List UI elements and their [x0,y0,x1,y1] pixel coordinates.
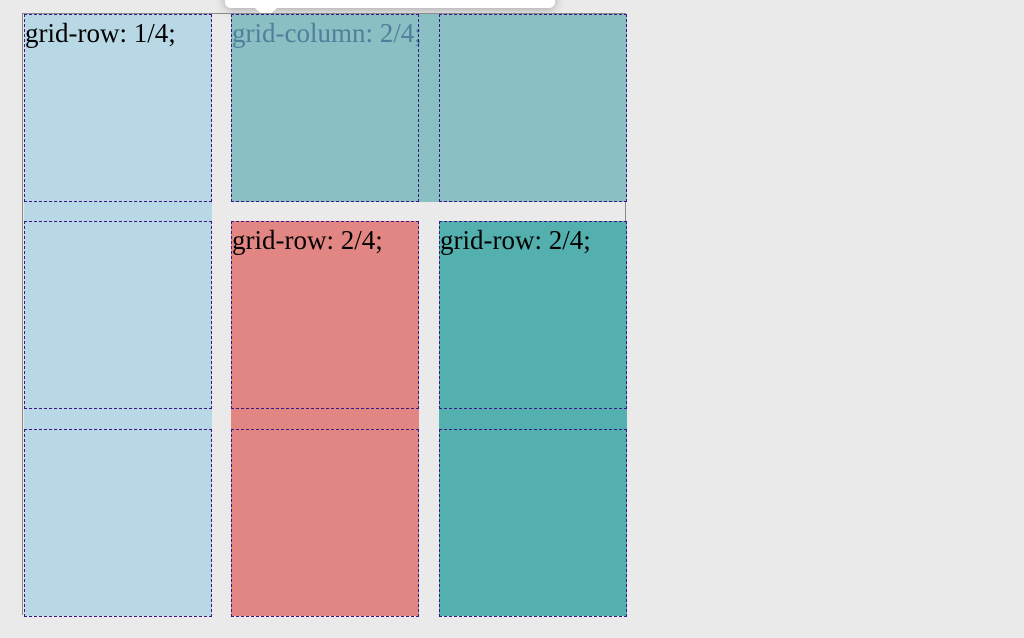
grid-item-label: grid-column: 2/4; [232,18,422,48]
grid-item-row-span-red: grid-row: 2/4; [231,221,419,616]
grid-container: grid-row: 1/4; grid-column: 2/4; grid-ro… [22,13,627,617]
grid-item-label: grid-row: 1/4; [25,18,176,48]
grid-item-row-span: grid-row: 1/4; [24,14,212,616]
grid-item-label: grid-row: 2/4; [440,225,591,255]
grid-item-column-span: grid-column: 2/4; [231,14,627,202]
devtools-tooltip [225,0,555,18]
grid-item-label: grid-row: 2/4; [232,225,383,255]
grid-item-row-span-teal: grid-row: 2/4; [439,221,627,616]
